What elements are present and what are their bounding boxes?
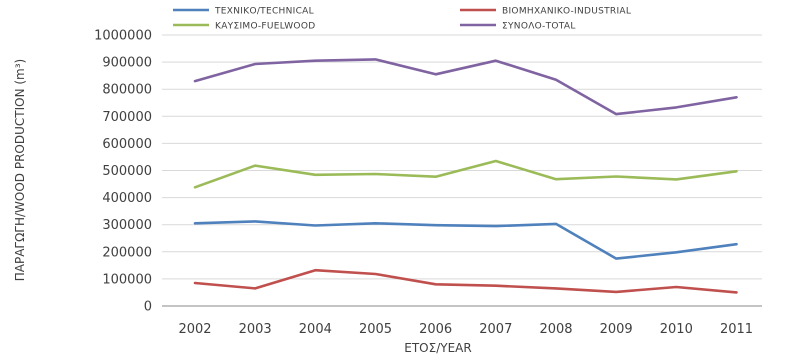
- y-tick-label: 900000: [102, 56, 152, 71]
- y-tick-label: 300000: [102, 218, 152, 233]
- legend-label: ΤΕΧΝΙΚΟ/TECHNICAL: [214, 7, 314, 17]
- x-tick-label: 2007: [479, 322, 512, 337]
- x-tick-label: 2003: [239, 322, 272, 337]
- series-line: [193, 159, 738, 189]
- y-tick-label: 800000: [102, 83, 152, 98]
- x-tick-label: 2004: [299, 322, 332, 337]
- legend-label: ΣΥΝΟΛΟ-TOTAL: [502, 22, 576, 32]
- y-tick-label: 500000: [102, 164, 152, 179]
- y-tick-label: 400000: [102, 191, 152, 206]
- y-tick-label: 200000: [102, 245, 152, 260]
- x-axis-title: ΕΤΟΣ/YEAR: [404, 341, 471, 354]
- y-axis-title: ΠΑΡΑΓΩΓΗ/WOOD PRODUCTION (m³): [13, 59, 27, 282]
- x-tick-label: 2006: [419, 322, 452, 337]
- x-tick-label: 2010: [660, 322, 693, 337]
- series-line: [193, 58, 738, 116]
- x-tick-label: 2002: [178, 322, 211, 337]
- y-tick-label: 0: [144, 300, 152, 315]
- y-tick-label: 600000: [102, 137, 152, 152]
- y-axis-tick-labels: 0 100000 200000 300000 400000 500000 600000 700…: [94, 29, 152, 315]
- legend: ΤΕΧΝΙΚΟ/TECHNICAL ΒΙΟΜΗΧΑΝΙΚΟ-INDUSTRIAL Κ…: [173, 7, 631, 32]
- series-line: [193, 268, 738, 294]
- y-tick-label: 1000000: [94, 29, 152, 44]
- x-tick-label: 2011: [720, 322, 753, 337]
- x-tick-label: 2008: [539, 322, 572, 337]
- series-line: [193, 220, 738, 260]
- x-tick-label: 2009: [600, 322, 633, 337]
- legend-label: ΚΑΥΣΙΜΟ-FUELWOOD: [215, 22, 315, 32]
- series-lines: [193, 58, 738, 294]
- y-tick-label: 100000: [102, 272, 152, 287]
- x-axis-tick-labels: 2002 2003 2004 2005 2006 2007 2008 2009 2010 2011: [178, 322, 753, 337]
- x-tick-label: 2005: [359, 322, 392, 337]
- legend-label: ΒΙΟΜΗΧΑΝΙΚΟ-INDUSTRIAL: [502, 7, 631, 17]
- y-tick-label: 700000: [102, 110, 152, 125]
